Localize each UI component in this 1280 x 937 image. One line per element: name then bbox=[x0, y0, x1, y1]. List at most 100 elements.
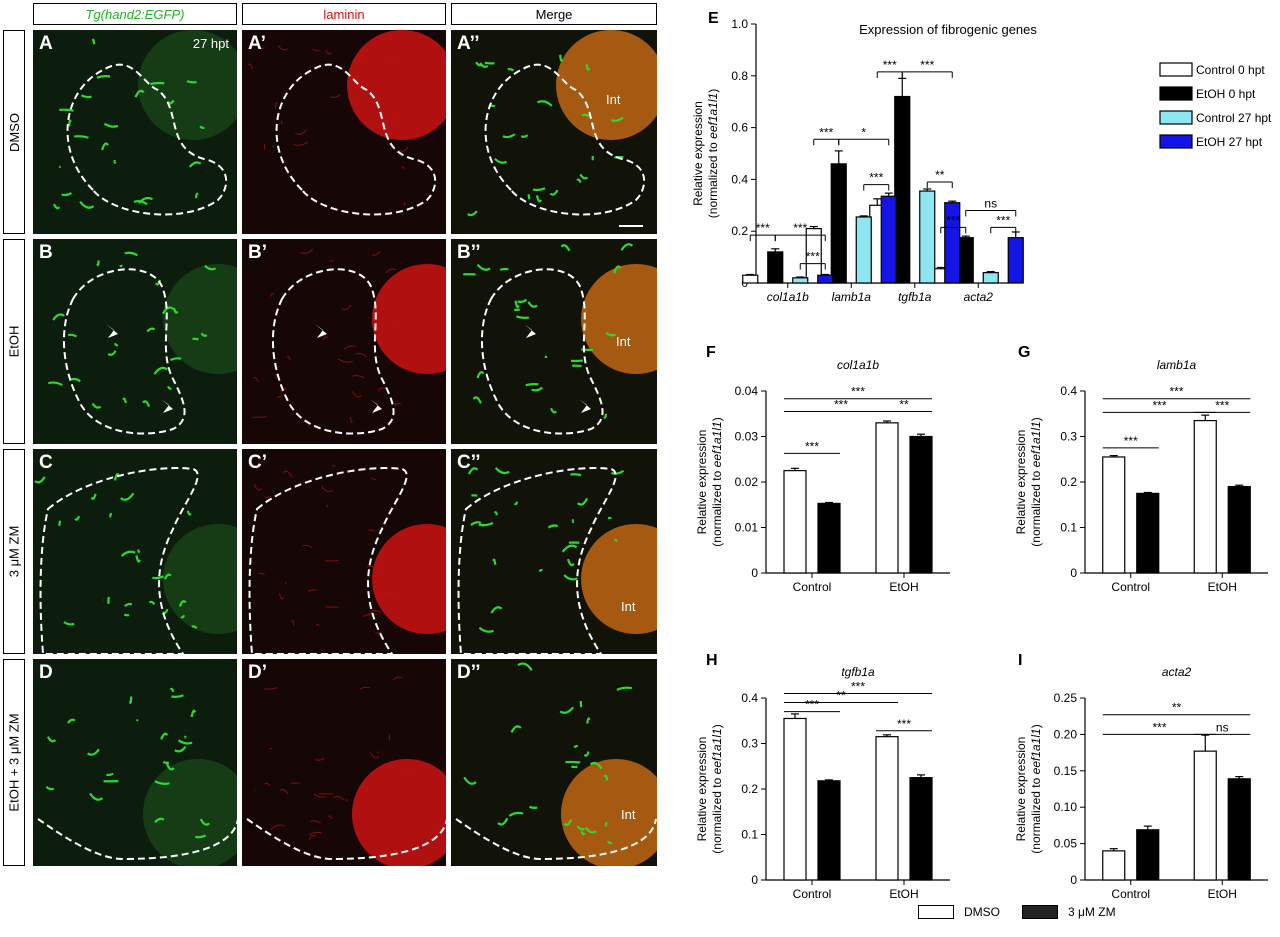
vessel-mark bbox=[392, 676, 403, 681]
vessel-mark bbox=[343, 345, 356, 350]
row-label-etoh-zm: EtOH + 3 μM ZM bbox=[3, 659, 25, 866]
significance-label: *** bbox=[805, 698, 819, 712]
vessel-mark bbox=[497, 817, 509, 826]
vessel-mark bbox=[308, 834, 317, 840]
micrograph-panel-red: C’ bbox=[242, 449, 446, 654]
panel-label: B’ bbox=[248, 242, 267, 263]
micrograph-panel-green: B bbox=[33, 239, 237, 444]
vessel-mark bbox=[359, 686, 370, 690]
vessel-mark bbox=[253, 789, 256, 792]
micrograph-image bbox=[242, 449, 446, 654]
vessel-mark bbox=[563, 574, 578, 581]
vessel-mark bbox=[330, 94, 341, 98]
vessel-mark bbox=[103, 122, 119, 128]
y-tick-label: 0.10 bbox=[1054, 800, 1078, 814]
vessel-mark bbox=[333, 795, 345, 801]
vessel-mark bbox=[278, 593, 285, 600]
vessel-mark bbox=[547, 524, 559, 529]
vessel-mark bbox=[280, 387, 288, 393]
y-tick-label: 0.2 bbox=[741, 782, 758, 796]
significance-label: *** bbox=[793, 221, 807, 235]
vessel-mark bbox=[377, 751, 380, 754]
legend-label: EtOH 0 hpt bbox=[1196, 87, 1256, 101]
significance-label: *** bbox=[851, 385, 865, 399]
bar bbox=[742, 274, 759, 284]
vessel-mark bbox=[277, 44, 288, 51]
vessel-mark bbox=[586, 717, 591, 724]
row-label-dmso: DMSO bbox=[3, 30, 25, 234]
vessel-mark bbox=[133, 200, 148, 206]
vessel-mark bbox=[606, 840, 613, 845]
legend-label-zm: 3 μM ZM bbox=[1068, 905, 1116, 919]
vessel-mark bbox=[325, 50, 331, 55]
vessel-mark bbox=[613, 265, 622, 274]
vessel-mark bbox=[484, 61, 495, 65]
vessel-mark bbox=[573, 745, 579, 749]
vessel-mark bbox=[142, 400, 151, 408]
vessel-mark bbox=[167, 385, 172, 390]
x-tick-label: Control bbox=[1111, 887, 1150, 901]
bar bbox=[1102, 456, 1126, 574]
x-tick-label: EtOH bbox=[889, 580, 918, 594]
vessel-mark bbox=[550, 407, 558, 414]
vessel-mark bbox=[248, 63, 253, 70]
significance-label: *** bbox=[834, 397, 848, 411]
vessel-mark bbox=[264, 495, 271, 498]
bar bbox=[1193, 750, 1217, 881]
ventricle-outline bbox=[272, 268, 395, 435]
vessel-mark bbox=[538, 568, 544, 573]
vessel-mark bbox=[370, 477, 377, 481]
chart-title: lamb1a bbox=[1157, 358, 1197, 372]
vessel-mark bbox=[490, 606, 503, 614]
vessel-mark bbox=[310, 820, 321, 824]
vessel-mark bbox=[89, 792, 104, 801]
vessel-mark bbox=[258, 43, 265, 50]
vessel-mark bbox=[300, 248, 314, 254]
vessel-mark bbox=[507, 67, 515, 72]
vessel-mark bbox=[603, 774, 609, 781]
panel-label: C’’ bbox=[457, 452, 481, 473]
vessel-mark bbox=[366, 565, 378, 569]
y-axis-label-sub: (normalized to eef1a1l1) bbox=[1029, 417, 1043, 546]
intestine-label: Int bbox=[621, 599, 636, 614]
vessel-mark bbox=[362, 613, 378, 618]
vessel-mark bbox=[494, 467, 510, 475]
arrowhead-icon bbox=[106, 324, 118, 338]
legend-swatch bbox=[1159, 110, 1193, 125]
vessel-mark bbox=[162, 306, 174, 315]
vessel-mark bbox=[502, 133, 516, 139]
legend-swatch-dmso bbox=[918, 905, 954, 919]
vessel-mark bbox=[122, 397, 127, 404]
vessel-mark bbox=[302, 544, 312, 549]
vessel-mark bbox=[532, 187, 546, 192]
vessel-mark bbox=[70, 377, 81, 383]
ventricle-outline bbox=[37, 818, 237, 861]
vessel-mark bbox=[520, 134, 529, 138]
vessel-mark bbox=[67, 718, 76, 724]
y-tick-label: 0.20 bbox=[1054, 727, 1078, 741]
bar bbox=[1227, 778, 1251, 881]
vessel-mark bbox=[370, 752, 380, 759]
vessel-mark bbox=[134, 89, 145, 98]
vessel-mark bbox=[285, 581, 287, 585]
bar bbox=[767, 251, 784, 284]
vessel-mark bbox=[177, 739, 193, 745]
vessel-mark bbox=[389, 56, 397, 61]
y-tick-label: 0.03 bbox=[735, 430, 759, 444]
vessel-mark bbox=[253, 483, 262, 491]
significance-label: *** bbox=[851, 679, 865, 693]
vessel-mark bbox=[169, 357, 182, 362]
y-axis-label: Relative expression bbox=[695, 737, 709, 842]
significance-label: *** bbox=[883, 58, 897, 72]
vessel-mark bbox=[385, 268, 397, 274]
vessel-mark bbox=[517, 662, 533, 671]
vessel-mark bbox=[194, 192, 199, 199]
vessel-mark bbox=[123, 613, 130, 617]
micrograph-panel-green: A 27 hpt bbox=[33, 30, 237, 234]
significance-label: ** bbox=[836, 689, 846, 703]
panel-label: A’’ bbox=[457, 33, 480, 54]
panel-label: D’ bbox=[248, 662, 267, 683]
vessel-mark bbox=[403, 201, 407, 206]
vessel-mark bbox=[96, 260, 100, 267]
panel-label: B’’ bbox=[457, 242, 481, 263]
